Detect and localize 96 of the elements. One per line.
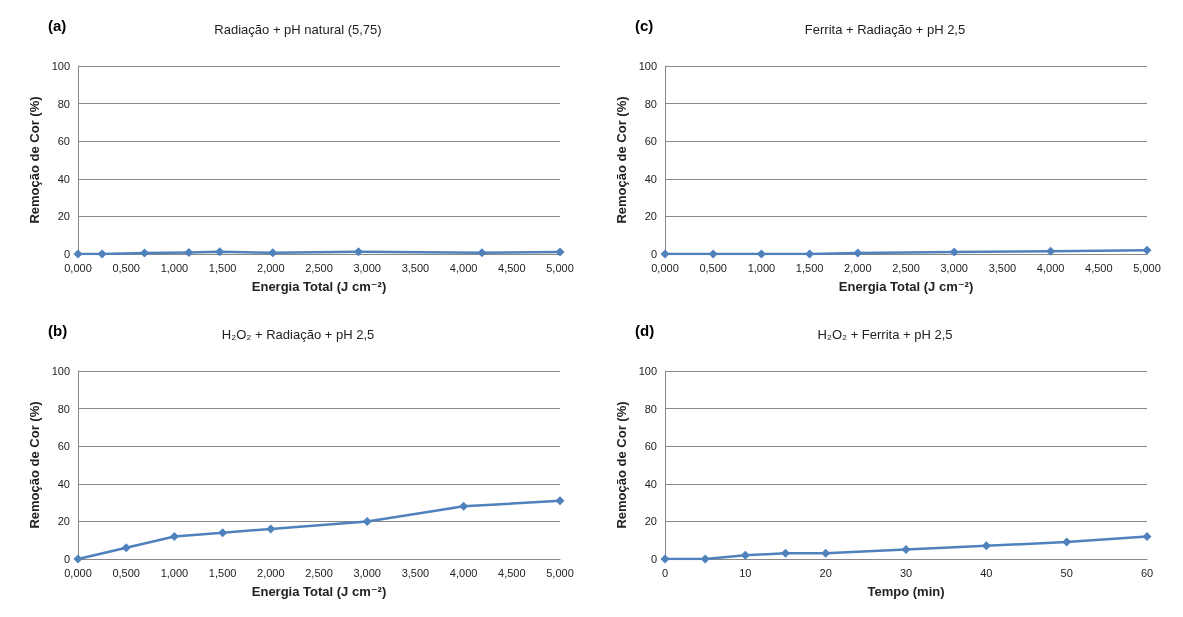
y-tick-label: 20 — [644, 210, 657, 223]
y-axis-title: Remoção de Cor (%) — [26, 96, 42, 224]
y-tick-label: 20 — [57, 210, 70, 223]
x-tick-label: 5,000 — [546, 566, 574, 578]
y-tick-label: 80 — [57, 97, 70, 110]
x-tick-label: 0 — [661, 566, 669, 578]
text: (c) — [635, 17, 654, 34]
y-tick-label: 80 — [57, 402, 70, 415]
x-tick-label: 4,500 — [498, 261, 526, 274]
x-tick-label: 0,500 — [699, 261, 727, 274]
y-tick-label: 100 — [51, 364, 70, 377]
x-tick-label: 4,000 — [1036, 261, 1065, 274]
point — [555, 495, 565, 505]
x-tick-label: 3,500 — [401, 566, 430, 578]
y-tick-label: 60 — [57, 135, 70, 148]
point — [362, 516, 372, 526]
x-tick-label: 3,000 — [940, 261, 968, 274]
x-tick-label: 4,000 — [449, 566, 478, 578]
x-tick-label: 3,500 — [401, 261, 430, 274]
x-tick-label: 2,500 — [892, 261, 920, 274]
x-tick-label: 3,000 — [353, 566, 381, 578]
x-tick-label: 0,500 — [112, 566, 140, 578]
x-tick-label: 1,500 — [208, 261, 237, 274]
y-tick-label: 40 — [57, 477, 70, 490]
x-tick-label: 2,000 — [257, 566, 285, 578]
x-tick-label: 4,500 — [498, 566, 526, 578]
x-tick-label: 60 — [1140, 566, 1154, 578]
point — [821, 548, 831, 558]
point — [740, 550, 750, 560]
x-tick-label: 4,500 — [1085, 261, 1113, 274]
x-axis-title: Energia Total (J cm⁻²) — [838, 279, 974, 294]
point — [266, 523, 276, 533]
x-tick-label: 4,000 — [449, 261, 478, 274]
y-tick-label: 60 — [644, 439, 657, 452]
x-tick-label: 5,000 — [546, 261, 574, 274]
x-tick-label: 30 — [899, 566, 913, 578]
x-tick-label: 0,000 — [651, 261, 679, 274]
point — [781, 548, 790, 558]
x-tick-label: 20 — [819, 566, 832, 578]
x-axis-title: Energia Total (J cm⁻²) — [251, 583, 387, 599]
y-tick-label: 60 — [57, 439, 70, 452]
y-tick-label: 100 — [638, 364, 657, 377]
x-tick-label: 2,500 — [305, 261, 333, 274]
chart-title: H₂O₂ + Radiação + pH 2,5 — [221, 326, 375, 342]
text: (b) — [48, 321, 68, 339]
y-axis-title: Remoção de Cor (%) — [613, 96, 629, 224]
point — [660, 554, 670, 563]
x-tick-label: 1,500 — [208, 566, 237, 578]
y-tick-label: 40 — [644, 477, 657, 490]
x-tick-label: 0,000 — [64, 566, 92, 578]
point — [218, 527, 228, 537]
point — [73, 554, 83, 563]
y-tick-label: 40 — [57, 172, 70, 185]
point — [901, 544, 911, 554]
point — [1142, 531, 1152, 541]
x-tick-label: 2,000 — [844, 261, 872, 274]
x-tick-label: 5,000 — [1133, 261, 1161, 274]
x-tick-label: 3,500 — [988, 261, 1017, 274]
x-tick-label: 3,000 — [353, 261, 381, 274]
text: (a) — [48, 17, 67, 34]
x-tick-label: 50 — [1060, 566, 1073, 578]
y-tick-label: 80 — [644, 402, 657, 415]
point — [459, 501, 469, 511]
x-tick-label: 0,500 — [112, 261, 140, 274]
y-tick-label: 20 — [644, 514, 657, 527]
chart-title: Radiação + pH natural (5,75) — [214, 22, 382, 37]
y-tick-label: 60 — [644, 135, 657, 148]
chart-title: Ferrita + Radiação + pH 2,5 — [804, 22, 966, 37]
y-tick-label: 0 — [650, 552, 657, 565]
y-tick-label: 0 — [63, 248, 70, 260]
y-tick-label: 100 — [638, 60, 657, 72]
x-axis-title: Tempo (min) — [867, 583, 945, 599]
x-tick-label: 10 — [739, 566, 752, 578]
x-tick-label: 40 — [980, 566, 993, 578]
x-tick-label: 1,500 — [795, 261, 824, 274]
y-tick-label: 100 — [51, 60, 70, 72]
y-tick-label: 0 — [63, 552, 70, 565]
point — [700, 554, 710, 563]
point — [981, 540, 991, 550]
y-axis-title: Remoção de Cor (%) — [613, 400, 629, 529]
y-tick-label: 40 — [644, 172, 657, 185]
point — [169, 531, 179, 541]
x-axis-title: Energia Total (J cm⁻²) — [251, 279, 387, 294]
y-tick-label: 0 — [650, 248, 657, 260]
point — [121, 542, 131, 552]
x-tick-label: 0,000 — [64, 261, 92, 274]
text: (d) — [635, 321, 655, 339]
x-tick-label: 2,000 — [257, 261, 285, 274]
x-tick-label: 1,000 — [747, 261, 776, 274]
y-tick-label: 20 — [57, 514, 70, 527]
y-tick-label: 80 — [644, 97, 657, 110]
x-tick-label: 1,000 — [160, 566, 189, 578]
x-tick-label: 1,000 — [160, 261, 189, 274]
y-axis-title: Remoção de Cor (%) — [26, 400, 42, 529]
chart-title: H₂O₂ + Ferrita + pH 2,5 — [817, 326, 953, 342]
x-tick-label: 2,500 — [305, 566, 333, 578]
